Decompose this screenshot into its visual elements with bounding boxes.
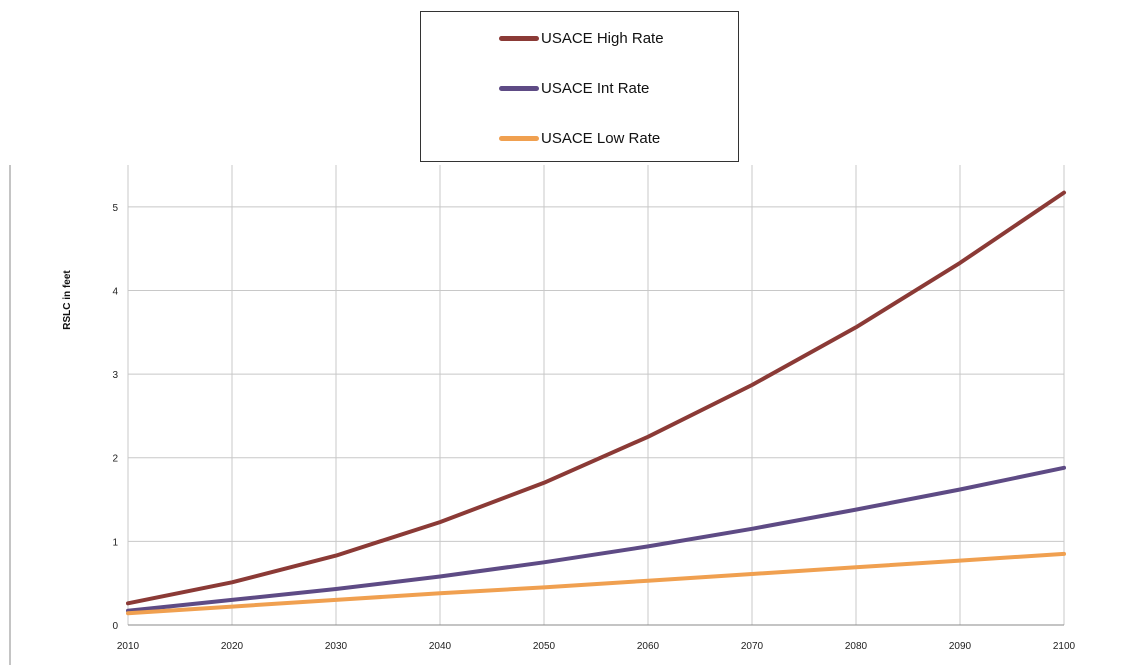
x-tick-label: 2040 [429,641,452,652]
x-tick-labels: 2010 2020 2030 2040 2050 2060 2070 2080 2090 2100 [117,641,1076,652]
x-tick-label: 2080 [845,641,868,652]
y-tick-label: 3 [112,370,118,381]
legend: USACE High Rate USACE Int Rate USACE Low… [420,11,739,162]
x-tick-label: 2070 [741,641,764,652]
y-tick-label: 1 [112,537,118,548]
legend-item-int: USACE Int Rate [499,78,649,98]
x-tick-label: 2030 [325,641,348,652]
x-tick-label: 2010 [117,641,140,652]
y-tick-label: 2 [112,454,118,465]
legend-label-low: USACE Low Rate [541,129,661,147]
legend-label-int: USACE Int Rate [541,79,650,97]
y-tick-labels: 0 1 2 3 4 5 [112,203,118,632]
y-tick-label: 5 [112,203,118,214]
legend-item-high: USACE High Rate [499,28,664,48]
x-tick-label: 2100 [1053,641,1076,652]
legend-item-low: USACE Low Rate [499,128,660,148]
legend-swatch-low [499,135,539,141]
legend-label-high: USACE High Rate [541,29,664,47]
x-tick-label: 2020 [221,641,244,652]
y-axis-title: RSLC in feet [62,270,73,330]
y-tick-label: 0 [112,621,118,632]
x-tick-label: 2090 [949,641,972,652]
x-tick-label: 2050 [533,641,556,652]
series-lines [126,190,1066,616]
y-tick-label: 4 [112,286,118,297]
series-line-2 [126,551,1066,616]
legend-swatch-int [499,85,539,91]
legend-swatch-high [499,35,539,41]
series-line-1 [126,465,1066,613]
series-line-0 [126,190,1066,606]
x-tick-label: 2060 [637,641,660,652]
